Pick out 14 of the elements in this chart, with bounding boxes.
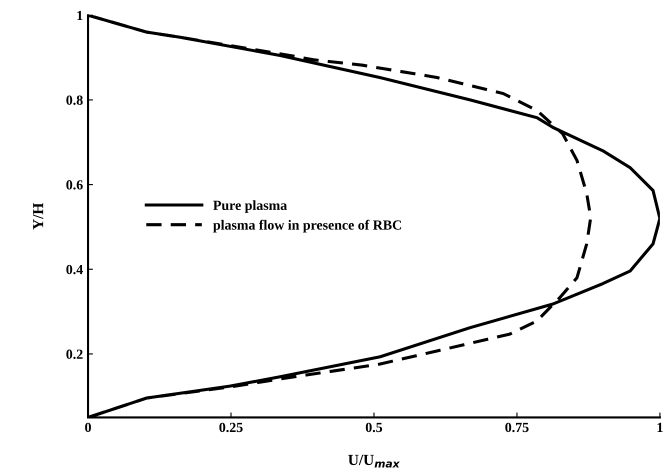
- y-tick-label: 0.4: [66, 264, 83, 274]
- y-tick-label: 1: [77, 10, 82, 20]
- x-tick-label: 0.5: [366, 422, 382, 432]
- y-tick-label: 0.2: [66, 350, 83, 359]
- x-tick-label: 0: [85, 422, 91, 432]
- x-tick-label: 1: [658, 422, 663, 432]
- x-tick-label: 0.75: [505, 422, 529, 432]
- x-tick-label: 0.25: [219, 422, 243, 432]
- y-tick-label: 0.6: [66, 180, 83, 190]
- y-tick-label: 0.8: [66, 95, 83, 105]
- x-axis-title: U/U$_{max}$: [348, 454, 400, 468]
- y-axis-title: Y/H: [33, 203, 44, 230]
- legend-label: plasma flow in presence of RBC: [213, 220, 402, 233]
- legend-label: Pure plasma: [213, 200, 287, 213]
